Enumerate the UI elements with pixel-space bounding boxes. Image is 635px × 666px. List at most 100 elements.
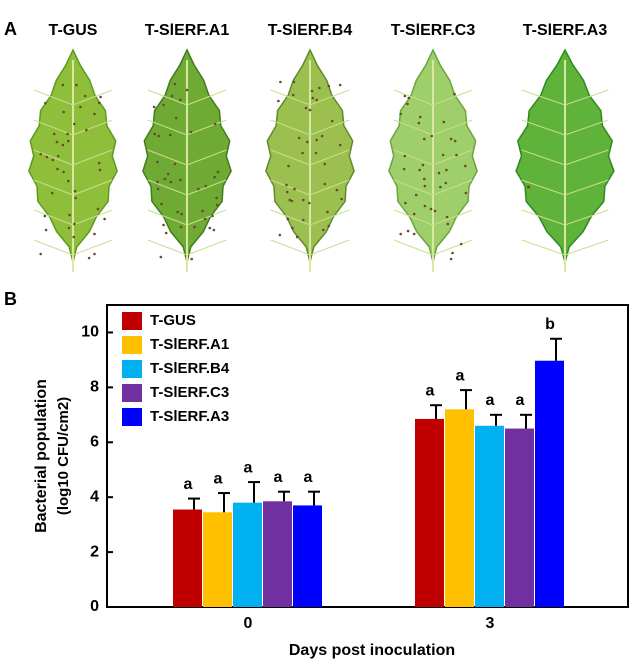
lesion bbox=[97, 161, 101, 165]
lesion bbox=[61, 143, 65, 147]
lesion bbox=[75, 83, 78, 87]
legend-swatch bbox=[122, 384, 142, 402]
bar bbox=[263, 501, 292, 607]
y-axis-label: Bacterial population bbox=[33, 379, 50, 533]
lesion bbox=[173, 82, 177, 86]
lesion bbox=[308, 108, 312, 112]
leaf-vein bbox=[186, 89, 227, 106]
lesion bbox=[455, 153, 458, 157]
leaf-vein bbox=[564, 209, 609, 226]
lesion bbox=[164, 231, 168, 235]
lesion bbox=[211, 214, 214, 218]
lesion bbox=[297, 136, 301, 140]
lesion bbox=[445, 215, 449, 219]
x-axis-label: Days post inoculation bbox=[289, 642, 455, 659]
lesion bbox=[429, 207, 433, 211]
leaf-vein bbox=[72, 209, 113, 226]
leaf-vein bbox=[186, 239, 227, 256]
significance-letter: a bbox=[486, 392, 495, 409]
lesion bbox=[213, 175, 216, 179]
significance-letter: b bbox=[545, 316, 555, 333]
panel-label: B bbox=[4, 289, 17, 309]
leaf-vein bbox=[72, 179, 113, 196]
lesion bbox=[302, 218, 305, 222]
lesion bbox=[306, 140, 309, 144]
leaf-vein bbox=[432, 239, 473, 256]
panel-label: A bbox=[4, 19, 17, 39]
legend-label: T-SlERF.A1 bbox=[150, 336, 229, 353]
significance-letter: a bbox=[304, 469, 313, 486]
lesion bbox=[51, 158, 55, 162]
lesion bbox=[201, 209, 204, 213]
leaf-image bbox=[388, 48, 478, 272]
y-tick-label: 4 bbox=[90, 488, 99, 505]
lesion bbox=[215, 196, 218, 200]
leaf-vein bbox=[309, 239, 350, 256]
leaf-label: T-SlERF.A3 bbox=[523, 22, 608, 39]
lesion bbox=[156, 160, 159, 164]
lesion bbox=[464, 164, 467, 168]
lesion bbox=[442, 120, 446, 124]
lesion bbox=[291, 226, 294, 230]
leaf-vein bbox=[393, 119, 434, 136]
plot-frame bbox=[106, 304, 629, 608]
significance-letter: a bbox=[456, 367, 465, 384]
lesion bbox=[97, 101, 101, 105]
legend-label: T-SlERF.C3 bbox=[150, 384, 229, 401]
leaf-vein bbox=[432, 179, 473, 196]
lesion bbox=[441, 153, 445, 157]
lesion bbox=[61, 83, 65, 87]
leaf-vein bbox=[33, 239, 74, 256]
bar bbox=[535, 360, 564, 607]
legend-swatch bbox=[122, 336, 142, 354]
lesion bbox=[451, 251, 454, 255]
lesion bbox=[323, 162, 327, 166]
leaf-vein bbox=[521, 89, 566, 106]
leaf-vein bbox=[147, 89, 188, 106]
bar bbox=[445, 409, 474, 607]
lesion bbox=[93, 112, 96, 116]
lesion bbox=[295, 235, 299, 239]
leaf-vein bbox=[33, 209, 74, 226]
lesion bbox=[446, 222, 450, 226]
lesion bbox=[404, 201, 407, 205]
leaf-vein bbox=[564, 239, 609, 256]
lesion bbox=[56, 154, 60, 158]
lesion bbox=[326, 210, 329, 214]
lesion bbox=[173, 162, 177, 166]
lesion bbox=[93, 252, 96, 256]
bar bbox=[475, 425, 504, 607]
leaf-label: T-SlERF.A1 bbox=[145, 22, 230, 39]
lesion bbox=[153, 132, 156, 136]
significance-letter: a bbox=[426, 382, 435, 399]
lesion bbox=[99, 95, 102, 99]
lesion bbox=[287, 164, 290, 168]
lesion bbox=[279, 80, 282, 84]
lesion bbox=[403, 154, 407, 158]
leaf-vein bbox=[72, 239, 113, 256]
leaf-vein bbox=[309, 149, 350, 166]
lesion bbox=[204, 184, 208, 188]
leaf-vein bbox=[33, 149, 74, 166]
lesion bbox=[286, 217, 290, 221]
leaf-vein bbox=[33, 119, 74, 136]
lesion bbox=[464, 191, 468, 195]
lesion bbox=[314, 151, 318, 155]
bar bbox=[415, 418, 444, 607]
lesion bbox=[439, 185, 442, 189]
lesion bbox=[449, 257, 453, 261]
leaf-vein bbox=[521, 239, 566, 256]
leaf-vein bbox=[521, 209, 566, 226]
lesion bbox=[453, 92, 456, 96]
lesion bbox=[68, 213, 71, 217]
y-axis-label: (log10 CFU/cm2) bbox=[55, 397, 72, 515]
leaf-label: T-SlERF.B4 bbox=[268, 22, 353, 39]
lesion bbox=[56, 167, 59, 171]
bar bbox=[203, 512, 232, 607]
lesion bbox=[327, 84, 331, 88]
lesion bbox=[212, 228, 216, 232]
lesion bbox=[338, 83, 342, 87]
lesion bbox=[304, 106, 308, 110]
lesion bbox=[73, 222, 76, 226]
